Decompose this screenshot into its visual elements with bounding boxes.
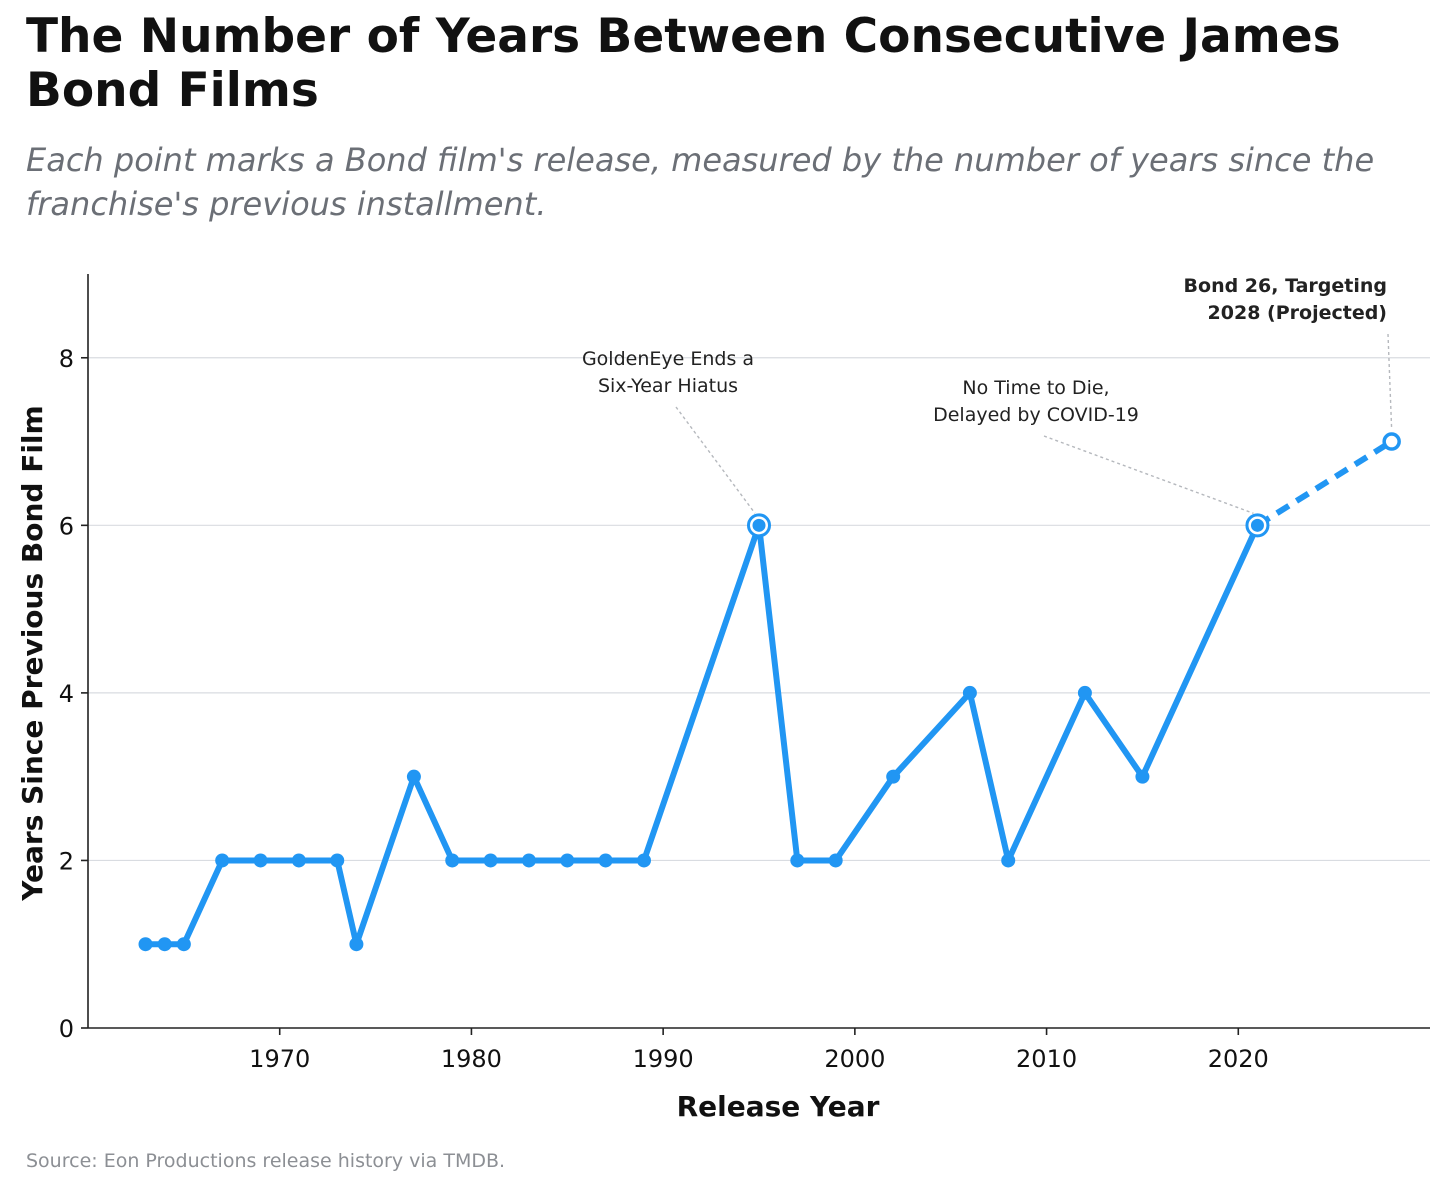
annotation-text: Six-Year Hiatus	[598, 375, 738, 397]
annotation-text: Delayed by COVID-19	[933, 404, 1139, 426]
gridlines	[88, 357, 1430, 862]
y-axis-title: Years Since Previous Bond Film	[16, 405, 49, 901]
x-tick-label: 2000	[824, 1045, 885, 1073]
source-note: Source: Eon Productions release history …	[26, 1150, 506, 1172]
data-point	[349, 937, 364, 952]
data-point	[828, 853, 843, 868]
chart-title: The Number of Years Between Consecutive …	[26, 9, 1341, 118]
data-point	[406, 769, 421, 784]
x-tick-label: 2010	[1016, 1045, 1077, 1073]
data-point	[330, 853, 345, 868]
data-point	[1250, 518, 1264, 532]
chart-subtitle: Each point marks a Bond film's release, …	[26, 141, 1375, 223]
series-line	[142, 522, 1261, 948]
annotation-text: GoldenEye Ends a	[582, 348, 754, 370]
projected-data-point	[1382, 432, 1401, 451]
data-point	[176, 937, 191, 952]
y-tick-label: 4	[59, 680, 74, 708]
annotation-leader	[675, 406, 756, 514]
data-point	[483, 853, 498, 868]
data-point	[962, 685, 977, 700]
data-point	[215, 853, 230, 868]
axes	[81, 274, 1430, 1035]
data-point	[886, 769, 901, 784]
x-tick-label: 1980	[441, 1045, 502, 1073]
data-point	[790, 853, 805, 868]
x-tick-label: 2020	[1208, 1045, 1269, 1073]
data-point	[560, 853, 575, 868]
annotation-leaders	[675, 333, 1393, 514]
data-point	[291, 853, 306, 868]
data-point	[445, 853, 460, 868]
annotation-text: No Time to Die,	[962, 377, 1109, 399]
data-point	[157, 937, 172, 952]
x-axis-title: Release Year	[677, 1090, 880, 1123]
projected-series-line	[1255, 439, 1394, 528]
y-tick-label: 6	[59, 512, 74, 540]
x-tick-label: 1970	[249, 1045, 310, 1073]
annotation-text: Bond 26, Targeting	[1184, 275, 1387, 297]
y-tick-label: 2	[59, 847, 74, 875]
annotation-text: 2028 (Projected)	[1208, 302, 1387, 324]
annotation-leader	[1043, 435, 1254, 514]
data-point	[521, 853, 536, 868]
data-point	[138, 937, 153, 952]
y-tick-label: 0	[59, 1015, 74, 1043]
axis-labels: 0 2 4 6 8 1970 1980 1990 2000 2010 2020 Release Yea…	[16, 345, 1269, 1123]
annotation-leader	[1387, 333, 1393, 430]
data-points	[138, 432, 1401, 952]
data-point	[752, 518, 766, 532]
data-point	[1077, 685, 1092, 700]
data-point	[636, 853, 651, 868]
annotations: GoldenEye Ends a Six-Year Hiatus No Time t…	[582, 275, 1387, 426]
data-point	[598, 853, 613, 868]
x-tick-label: 1990	[633, 1045, 694, 1073]
y-tick-label: 8	[59, 345, 74, 373]
data-point	[1001, 853, 1016, 868]
data-point	[1135, 769, 1150, 784]
data-point	[253, 853, 268, 868]
